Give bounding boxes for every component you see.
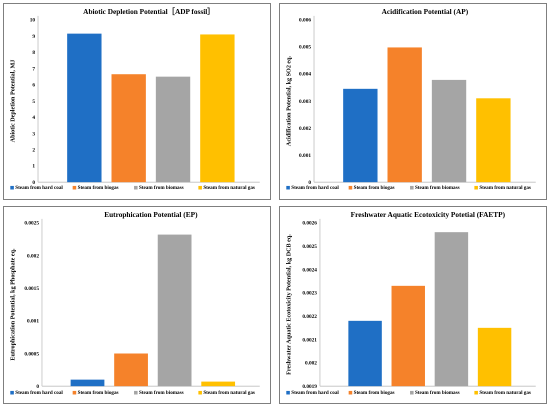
- chart-panel-ap: Acidification Potential (AP) Acidificatio…: [279, 3, 547, 200]
- bar-adp-2: [111, 74, 146, 183]
- legend-swatch: [198, 390, 202, 395]
- legend-label: Steam from natural gas: [479, 390, 531, 396]
- legend-label: Steam from biomass: [415, 185, 460, 191]
- legend-swatch: [72, 185, 77, 190]
- legend-label: Steam from biogas: [354, 185, 395, 191]
- legend-swatch: [134, 185, 138, 190]
- y-tick-label: 1: [32, 164, 35, 170]
- legend-swatch: [72, 390, 77, 395]
- legend-label: Steam from biomass: [415, 390, 460, 396]
- y-tick-label: 0.002: [27, 253, 39, 259]
- chart-svg-faetp: Freshwater Aquatic Ecotoxicity Potetial …: [286, 210, 536, 396]
- legend-swatch: [10, 390, 14, 395]
- legend-label: Steam from hard coal: [15, 390, 63, 396]
- bar-ep-3: [157, 234, 192, 387]
- bar-ap-2: [387, 47, 422, 183]
- y-tick-label: 0.0025: [302, 244, 317, 250]
- legend-label: Steam from biogas: [78, 390, 119, 396]
- bar-faetp-4: [477, 327, 512, 387]
- y-axis-label: Freshwater Aquatic Ecotoxicity Potential…: [286, 234, 292, 375]
- chart-panel-adp: Abiotic Depletion Potential［ADP fossil］ A…: [3, 3, 271, 200]
- legend-label: Steam from biogas: [354, 390, 395, 396]
- y-tick-label: 4: [32, 115, 35, 121]
- bar-adp-4: [200, 34, 235, 183]
- bar-faetp-2: [391, 285, 425, 387]
- legend-label: Steam from natural gas: [479, 185, 531, 191]
- bar-adp-3: [155, 76, 191, 183]
- y-tick-label: 0.0023: [302, 291, 317, 297]
- legend-label: Steam from hard coal: [291, 185, 339, 191]
- y-tick-label: 0.002: [299, 126, 311, 132]
- y-tick-label: 0: [32, 180, 35, 186]
- bar-faetp-3: [434, 232, 469, 387]
- y-tick-label: 5: [32, 99, 35, 105]
- legend-label: Steam from natural gas: [203, 185, 255, 191]
- legend-swatch: [198, 185, 202, 190]
- chart-title: Eutrophication Potential (EP): [104, 210, 198, 219]
- legend-swatch: [286, 390, 290, 395]
- y-tick-label: 0.0026: [302, 221, 317, 227]
- chart-title: Abiotic Depletion Potential［ADP fossil］: [83, 7, 214, 16]
- bar-ap-3: [431, 79, 467, 183]
- y-tick-label: 8: [32, 50, 35, 56]
- y-tick-label: 0.006: [299, 18, 311, 24]
- y-tick-label: 9: [32, 34, 35, 40]
- y-tick-label: 0.002: [305, 361, 317, 367]
- chart-title: Freshwater Aquatic Ecotoxicity Potetial …: [351, 210, 506, 219]
- y-tick-label: 0.0024: [302, 267, 317, 273]
- y-tick-label: 0.005: [299, 45, 311, 51]
- y-tick-label: 0.0025: [24, 221, 39, 227]
- y-axis-label: Abiotic Depletion Potential, MJ: [10, 60, 16, 143]
- y-tick-label: 0.001: [27, 319, 39, 325]
- bar-adp-1: [67, 33, 102, 183]
- y-tick-label: 0.0015: [24, 286, 39, 292]
- legend-swatch: [286, 185, 290, 190]
- bar-ep-2: [114, 353, 148, 387]
- y-tick-label: 0.0021: [302, 337, 317, 343]
- chart-panel-ep: Eutrophication Potential (EP) Eutrophicat…: [3, 206, 271, 404]
- legend-label: Steam from biogas: [78, 185, 119, 191]
- bar-ep-4: [201, 381, 236, 387]
- bar-ap-4: [476, 98, 511, 183]
- y-tick-label: 0: [36, 384, 39, 390]
- legend-swatch: [410, 185, 414, 190]
- legend-label: Steam from biomass: [139, 390, 184, 396]
- legend-swatch: [348, 390, 353, 395]
- y-tick-label: 3: [32, 131, 35, 137]
- chart-svg-adp: Abiotic Depletion Potential［ADP fossil］ A…: [10, 7, 260, 191]
- chart-panel-faetp: Freshwater Aquatic Ecotoxicity Potetial …: [279, 206, 547, 404]
- y-tick-label: 0: [308, 180, 311, 186]
- legend-swatch: [474, 390, 478, 395]
- y-tick-label: 0.003: [299, 99, 311, 105]
- y-axis-label: Eutrophication Potential, kg Phosphate e…: [10, 248, 16, 361]
- bar-faetp-1: [348, 320, 382, 387]
- legend-swatch: [10, 185, 14, 190]
- bar-ep-1: [70, 379, 105, 387]
- y-tick-label: 10: [30, 18, 36, 24]
- chart-svg-ep: Eutrophication Potential (EP) Eutrophicat…: [10, 210, 260, 396]
- y-tick-label: 7: [32, 66, 35, 72]
- legend-label: Steam from biomass: [139, 185, 184, 191]
- y-tick-label: 0.0005: [24, 351, 39, 357]
- y-tick-label: 0.004: [299, 72, 311, 78]
- chart-svg-ap: Acidification Potential (AP) Acidificatio…: [286, 7, 536, 191]
- legend-label: Steam from hard coal: [15, 185, 63, 191]
- y-tick-label: 0.0019: [302, 384, 317, 390]
- y-tick-label: 6: [32, 83, 35, 89]
- bar-ap-1: [343, 88, 378, 183]
- y-axis-label: Acidification Potential, kg SO2 eq.: [286, 55, 292, 146]
- y-tick-label: 0.001: [299, 153, 311, 159]
- chart-title: Acidification Potential (AP): [382, 7, 469, 16]
- legend-swatch: [134, 390, 138, 395]
- legend-swatch: [474, 185, 478, 190]
- legend-swatch: [410, 390, 414, 395]
- legend-label: Steam from natural gas: [203, 390, 255, 396]
- y-tick-label: 2: [32, 147, 35, 153]
- y-tick-label: 0.0022: [302, 314, 317, 320]
- legend-label: Steam from hard coal: [291, 390, 339, 396]
- legend-swatch: [348, 185, 353, 190]
